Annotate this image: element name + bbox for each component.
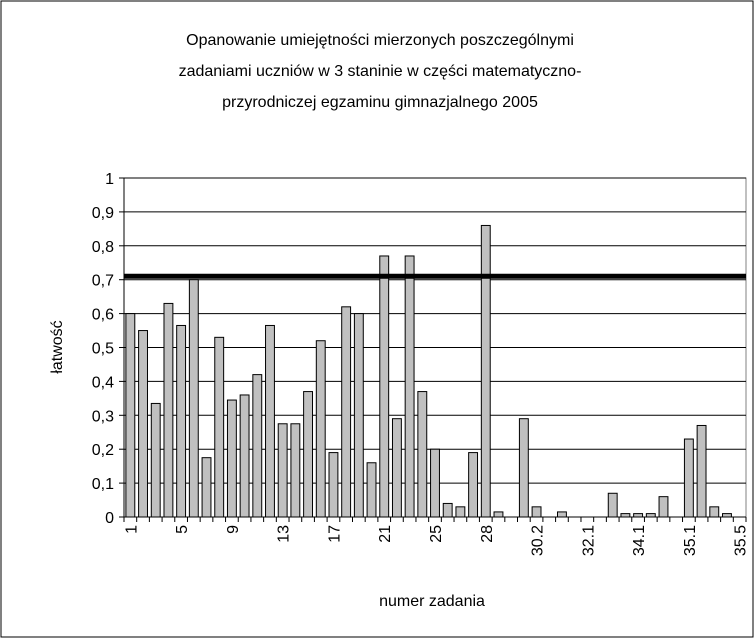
bar [404, 255, 415, 518]
bar [353, 313, 364, 518]
x-tick-label: 1 [123, 525, 140, 534]
y-tick-label: 0,4 [92, 374, 114, 391]
y-tick-label: 0,1 [92, 476, 114, 493]
x-tick-label: 13 [276, 525, 293, 543]
x-tick-label: 21 [377, 525, 394, 543]
bar [658, 496, 669, 518]
x-tick-label: 34.1 [631, 525, 648, 556]
bar [620, 513, 631, 518]
bar [265, 324, 275, 518]
y-tick-label: 0,5 [92, 341, 114, 358]
bar [645, 513, 656, 518]
bar [709, 506, 720, 518]
bar [379, 255, 390, 518]
bar [633, 513, 644, 518]
x-tick-label: 17 [326, 525, 343, 543]
bar [125, 313, 136, 518]
y-axis-label: łatwość [49, 320, 66, 373]
x-tick-label: 9 [225, 525, 242, 534]
bar [303, 391, 314, 518]
chart-title: zadaniami uczniów w 3 staninie w części … [179, 63, 582, 80]
bar [239, 394, 250, 518]
bar [138, 330, 148, 518]
x-tick-label: 32.1 [580, 525, 597, 556]
bar [214, 336, 225, 518]
y-tick-label: 0,8 [92, 239, 114, 256]
x-tick-label: 25 [428, 525, 445, 543]
x-tick-label: 5 [174, 525, 191, 534]
y-tick-label: 0,2 [92, 442, 114, 459]
y-tick-label: 0,6 [92, 307, 114, 324]
bar [315, 340, 326, 518]
bar [430, 448, 440, 518]
x-tick-label: 35.5 [733, 525, 750, 556]
bar [455, 506, 466, 518]
y-tick-label: 0,3 [92, 408, 114, 425]
y-tick-label: 1 [105, 171, 114, 188]
bar [531, 506, 542, 518]
bar [188, 279, 199, 518]
bar [290, 423, 301, 518]
chart-title: Opanowanie umiejętności mierzonych poszc… [186, 32, 574, 49]
bar [417, 391, 428, 518]
y-tick-label: 0 [105, 510, 114, 527]
bar [391, 418, 402, 518]
y-tick-label: 0,7 [92, 273, 114, 290]
bar [696, 424, 707, 518]
bar [442, 502, 453, 518]
bar [493, 511, 504, 518]
x-tick-label: 28 [479, 525, 496, 543]
bar [328, 452, 339, 518]
bar [341, 306, 352, 518]
bar [480, 224, 491, 518]
bar [722, 513, 732, 518]
y-tick-label: 0,9 [92, 205, 114, 222]
bar [163, 302, 174, 518]
bar [683, 438, 694, 518]
x-tick-label: 30.2 [530, 525, 547, 556]
x-tick-label: 35.1 [682, 525, 699, 556]
bar [176, 324, 187, 518]
bar [226, 399, 237, 518]
chart-title: przyrodniczej egzaminu gimnazjalnego 200… [222, 94, 538, 111]
bar [277, 423, 288, 518]
bar [150, 402, 161, 518]
bar [366, 462, 377, 518]
bar [607, 492, 618, 518]
bar [518, 418, 529, 518]
bar [556, 511, 567, 518]
bar [252, 374, 263, 518]
bar [201, 457, 212, 518]
x-axis-label: numer zadania [379, 593, 485, 610]
bar [468, 452, 479, 518]
